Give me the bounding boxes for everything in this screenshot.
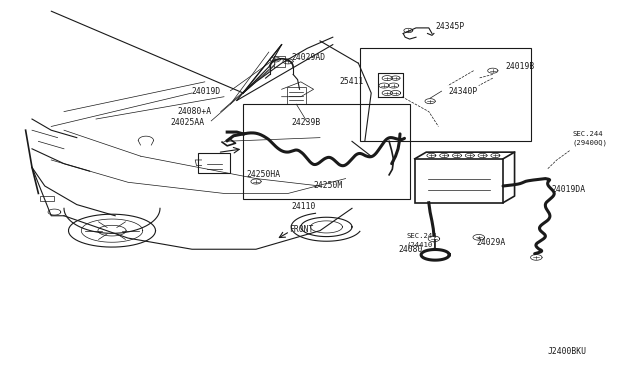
Text: 24340P: 24340P (448, 87, 477, 96)
Bar (198, 153, 230, 173)
Text: 24029A: 24029A (477, 238, 506, 247)
Text: SEC.244: SEC.244 (406, 233, 437, 239)
Text: 24019DA: 24019DA (552, 185, 586, 194)
Text: 24080: 24080 (398, 245, 422, 254)
Text: 25411: 25411 (339, 77, 364, 86)
Text: FRONT: FRONT (289, 225, 314, 234)
Text: 24110: 24110 (291, 202, 316, 211)
Text: 24250HA: 24250HA (246, 170, 280, 179)
Bar (360, 48, 531, 141)
Text: 24239B: 24239B (291, 118, 321, 126)
Text: SEC.244: SEC.244 (573, 131, 604, 137)
Text: 24019D: 24019D (191, 87, 221, 96)
Text: 24019B: 24019B (506, 62, 535, 71)
Text: 24029AD: 24029AD (291, 53, 325, 62)
Text: 24345P: 24345P (435, 22, 465, 31)
Text: (24410): (24410) (406, 241, 437, 248)
Bar (243, 104, 410, 199)
Bar (415, 159, 503, 203)
Text: J2400BKU: J2400BKU (547, 347, 586, 356)
Text: 24250M: 24250M (314, 182, 343, 190)
Text: (29400Q): (29400Q) (573, 140, 608, 147)
Text: 24025AA: 24025AA (171, 118, 205, 126)
Text: 24080+A: 24080+A (177, 107, 211, 116)
Bar (40, 196, 54, 201)
Bar (287, 87, 306, 104)
